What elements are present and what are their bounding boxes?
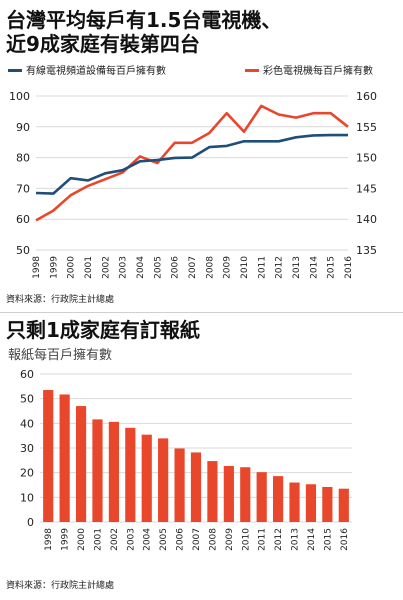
x-tick-label: 2012 bbox=[275, 256, 285, 279]
x-tick-label: 2000 bbox=[77, 528, 87, 551]
x-tick-label: 2002 bbox=[110, 528, 120, 551]
y-right-tick-label: 135 bbox=[356, 244, 377, 257]
y-right-tick-label: 160 bbox=[356, 90, 377, 103]
bar bbox=[338, 488, 349, 522]
x-tick-label: 2004 bbox=[136, 256, 146, 279]
x-tick-label: 2014 bbox=[309, 256, 319, 279]
x-tick-label: 2005 bbox=[159, 528, 169, 551]
bar bbox=[59, 394, 70, 522]
x-tick-label: 2007 bbox=[188, 256, 198, 279]
bar bbox=[141, 434, 152, 522]
bottom-chart-subtitle: 報紙每百戶擁有數 bbox=[8, 348, 113, 363]
bar bbox=[322, 486, 333, 522]
x-tick-label: 2010 bbox=[240, 256, 250, 279]
bar bbox=[125, 427, 136, 522]
x-tick-label: 1998 bbox=[32, 256, 42, 279]
top-chart-title-line2: 近9成家庭有裝第四台 bbox=[6, 32, 200, 56]
bar bbox=[190, 452, 202, 522]
bar bbox=[223, 466, 234, 522]
top-chart-title-line1: 台灣平均每戶有1.5台電視機、 bbox=[6, 8, 282, 32]
x-tick-label: 2006 bbox=[176, 528, 186, 551]
y-left-tick-label: 90 bbox=[16, 121, 30, 134]
x-tick-label: 2008 bbox=[205, 256, 215, 279]
x-tick-label: 2001 bbox=[84, 256, 94, 279]
bar bbox=[43, 390, 54, 522]
x-tick-label: 2016 bbox=[340, 528, 350, 551]
bar bbox=[108, 421, 119, 522]
x-tick-label: 2007 bbox=[192, 528, 202, 551]
x-tick-label: 2015 bbox=[327, 256, 337, 279]
y-right-tick-label: 155 bbox=[356, 121, 377, 134]
bar-chart: 0 10 20 30 40 50 60 1998 1999 2000 2001 2002 2003 200… bbox=[20, 368, 352, 551]
bottom-chart-title: 只剩1成家庭有訂報紙 bbox=[6, 318, 200, 342]
legend-swatch-cable-tv bbox=[8, 69, 22, 72]
x-tick-label: 2003 bbox=[126, 528, 136, 551]
legend-label-color-tv: 彩色電視機每百戶擁有數 bbox=[263, 64, 373, 77]
y-tick-label: 20 bbox=[20, 467, 34, 480]
x-tick-label: 2013 bbox=[292, 256, 302, 279]
bar bbox=[92, 419, 103, 522]
y-tick-label: 60 bbox=[20, 368, 34, 381]
y-tick-label: 10 bbox=[20, 491, 34, 504]
y-right-tick-label: 150 bbox=[356, 152, 377, 165]
bar bbox=[75, 406, 87, 522]
y-tick-label: 50 bbox=[20, 393, 34, 406]
x-tick-label: 2002 bbox=[101, 256, 111, 279]
x-tick-label: 2011 bbox=[258, 528, 268, 551]
series-line-cable-tv bbox=[35, 133, 348, 195]
y-tick-label: 40 bbox=[20, 417, 34, 430]
y-left-tick-label: 80 bbox=[16, 152, 30, 165]
x-tick-label: 2000 bbox=[67, 256, 77, 279]
y-tick-label: 30 bbox=[20, 442, 34, 455]
x-tick-label: 1999 bbox=[61, 528, 71, 551]
x-tick-label: 2014 bbox=[307, 528, 317, 551]
x-tick-label: 1998 bbox=[44, 528, 54, 551]
y-right-tick-label: 145 bbox=[356, 182, 377, 195]
bar bbox=[174, 448, 185, 522]
y-left-tick-label: 50 bbox=[16, 244, 30, 257]
bar bbox=[256, 472, 267, 522]
y-right-tick-label: 140 bbox=[356, 213, 377, 226]
line-chart: 有線電視頻道設備每百戶擁有數 彩色電視機每百戶擁有數 50 135 60 140 70 14… bbox=[8, 64, 377, 279]
legend-swatch-color-tv bbox=[245, 69, 259, 72]
bar bbox=[158, 438, 169, 522]
top-chart-source: 資料來源：行政院主計總處 bbox=[6, 295, 115, 305]
x-tick-label: 2013 bbox=[291, 528, 301, 551]
bar bbox=[273, 476, 284, 522]
x-tick-label: 2005 bbox=[153, 256, 163, 279]
bar bbox=[207, 461, 218, 522]
x-tick-label: 2003 bbox=[119, 256, 129, 279]
x-tick-label: 2011 bbox=[257, 256, 267, 279]
y-tick-label: 0 bbox=[27, 516, 34, 529]
bar bbox=[305, 484, 317, 522]
series-line-color-tv bbox=[35, 104, 349, 222]
y-left-tick-label: 100 bbox=[9, 90, 30, 103]
x-tick-label: 2008 bbox=[208, 528, 218, 551]
x-tick-label: 2004 bbox=[143, 528, 153, 551]
x-tick-label: 2016 bbox=[344, 256, 354, 279]
x-tick-label: 2012 bbox=[274, 528, 284, 551]
y-left-tick-label: 60 bbox=[16, 213, 30, 226]
bottom-chart-source: 資料來源：行政院主計總處 bbox=[6, 581, 115, 591]
x-tick-label: 2009 bbox=[225, 528, 235, 551]
x-tick-label: 2009 bbox=[223, 256, 233, 279]
legend-label-cable-tv: 有線電視頻道設備每百戶擁有數 bbox=[26, 64, 166, 77]
x-tick-label: 1999 bbox=[49, 256, 59, 279]
x-tick-label: 2010 bbox=[241, 528, 251, 551]
panel-divider bbox=[0, 312, 403, 313]
x-tick-label: 2001 bbox=[93, 528, 103, 551]
y-left-tick-label: 70 bbox=[16, 182, 30, 195]
x-tick-label: 2015 bbox=[323, 528, 333, 551]
top-chart-panel: 台灣平均每戶有1.5台電視機、 近9成家庭有裝第四台 有線電視頻道設備每百戶擁有… bbox=[6, 8, 377, 305]
bottom-chart-panel: 只剩1成家庭有訂報紙 報紙每百戶擁有數 0 10 20 30 40 50 60 1998 199… bbox=[0, 312, 403, 600]
bar bbox=[240, 467, 251, 522]
x-tick-label: 2006 bbox=[171, 256, 181, 279]
bar bbox=[289, 482, 300, 522]
